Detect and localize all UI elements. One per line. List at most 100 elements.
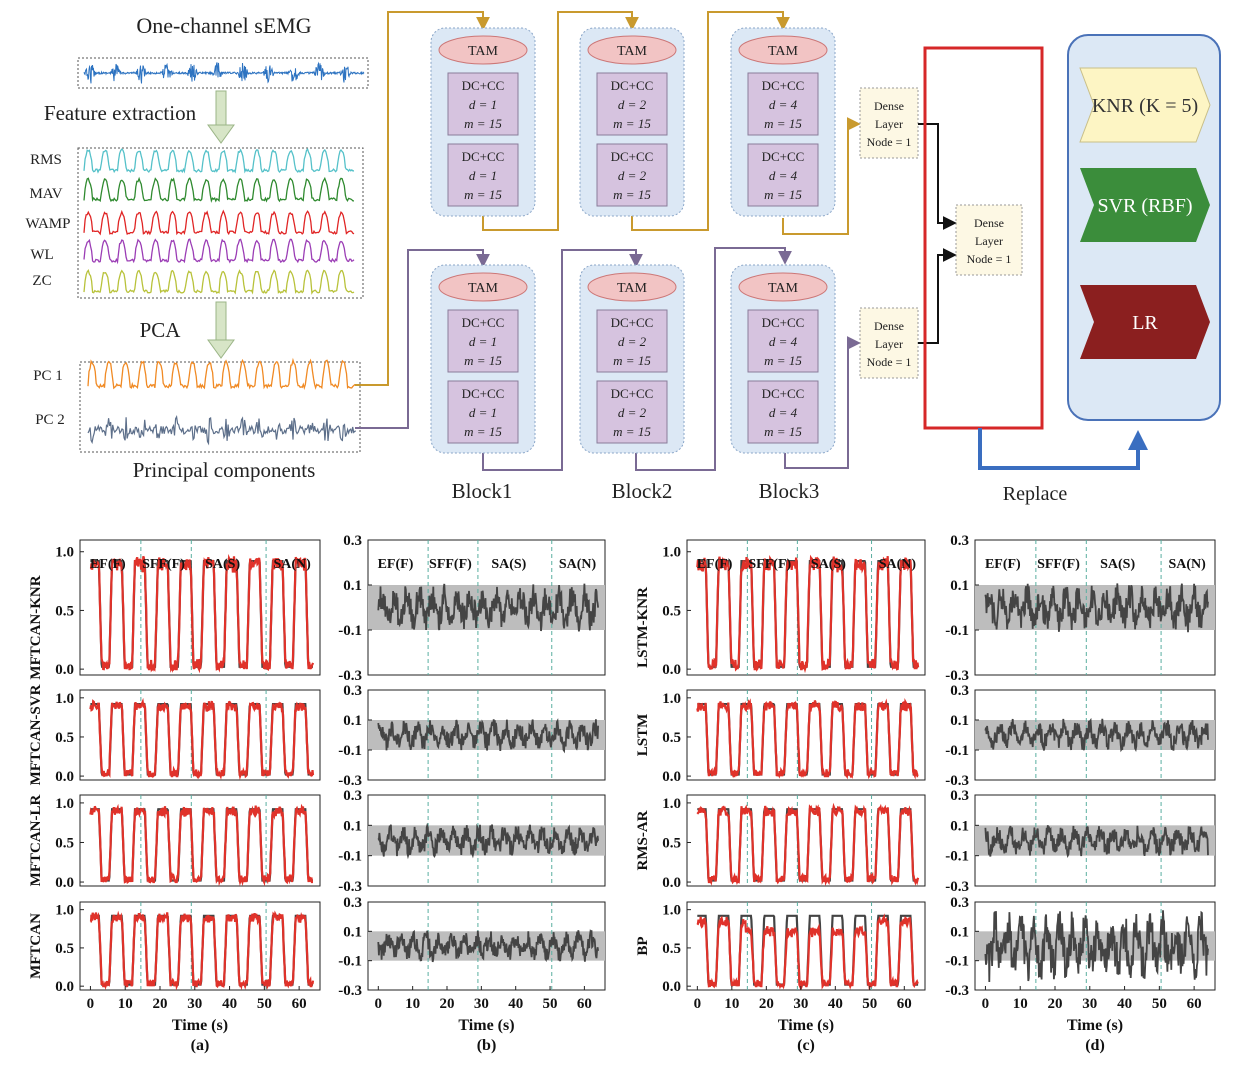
x-tick-label: 20	[1048, 996, 1063, 1012]
block-2-pc2: TAM DC+CC d = 2 m = 15 DC+CC d = 2 m = 15	[579, 264, 685, 454]
y-tick-label: 0.5	[55, 730, 74, 746]
svg-text:DC+CC: DC+CC	[462, 78, 505, 93]
svg-text:m = 15: m = 15	[464, 116, 502, 131]
estimated-series	[696, 802, 920, 887]
svg-text:TAM: TAM	[768, 44, 799, 59]
x-tick-label: 50	[1152, 996, 1167, 1012]
dccc-module: DC+CC d = 1 m = 15	[447, 143, 519, 207]
x-tick-label: 10	[724, 996, 739, 1012]
preprocessing-pipeline: One-channel sEMG Feature extraction RMS …	[25, 13, 369, 482]
y-tick-label: 0.0	[662, 769, 681, 785]
block-3-pc1: TAM DC+CC d = 4 m = 15 DC+CC d = 4 m = 15	[730, 27, 836, 217]
y-tick-label: 0.5	[55, 603, 74, 619]
y-tick-label: 1.0	[662, 796, 681, 812]
dccc-module: DC+CC d = 4 m = 15	[747, 72, 819, 136]
residual-series	[377, 583, 599, 632]
chart-row-4: 0.0 0.5 1.0 MFTCAN	[28, 901, 321, 995]
dccc-module: DC+CC d = 1 m = 15	[447, 72, 519, 136]
chart-row-3: 0.3 0.1 -0.1 -0.3	[945, 788, 1216, 895]
svg-text:d = 4: d = 4	[769, 405, 798, 420]
plot-frame	[79, 689, 321, 781]
y-tick-label: 0.5	[55, 835, 74, 851]
x-tick-label: 30	[474, 996, 489, 1012]
phase-label: SA(N)	[1169, 557, 1207, 572]
y-tick-label: 1.0	[662, 691, 681, 707]
chart-row-4: 0.0 0.5 1.0 BP	[635, 901, 926, 995]
x-axis: 0 10 20 30 40 50 60 Time (s) (d)	[982, 986, 1202, 1054]
tam-module: TAM	[738, 272, 828, 302]
dccc-module: DC+CC d = 2 m = 15	[596, 380, 668, 444]
y-tick-label: -0.3	[338, 879, 362, 895]
replace-label: Replace	[1003, 483, 1068, 505]
pc-signals	[87, 357, 357, 446]
panel-label: (d)	[1085, 1037, 1105, 1054]
y-tick-label: -0.3	[945, 668, 969, 684]
plot-frame	[686, 539, 926, 676]
tam-module: TAM	[438, 35, 528, 65]
y-tick-label: 0.3	[950, 895, 969, 911]
plot-frame	[686, 689, 926, 781]
svg-text:m = 15: m = 15	[464, 353, 502, 368]
y-tick-label: 0.3	[950, 788, 969, 804]
pca-step-label: PCA	[140, 318, 182, 342]
x-axis-label: Time (s)	[778, 1017, 834, 1034]
pc2-path	[355, 247, 861, 471]
tam-module: TAM	[738, 35, 828, 65]
phase-label: SA(S)	[811, 557, 846, 572]
dccc-module: DC+CC d = 1 m = 15	[447, 309, 519, 373]
residual-series	[984, 717, 1209, 753]
dense-layer-top: Dense Layer Node = 1	[859, 87, 919, 159]
dccc-module: DC+CC d = 2 m = 15	[596, 309, 668, 373]
svg-text:d = 1: d = 1	[469, 97, 497, 112]
svg-text:SVR (RBF): SVR (RBF)	[1097, 195, 1192, 217]
svg-text:Node = 1: Node = 1	[867, 355, 912, 369]
feature-step-arrow	[207, 90, 235, 144]
x-tick-label: 40	[1117, 996, 1132, 1012]
x-tick-label: 20	[440, 996, 455, 1012]
svg-text:Node = 1: Node = 1	[967, 252, 1012, 266]
y-tick-label: 1.0	[55, 903, 74, 919]
x-tick-label: 30	[187, 996, 202, 1012]
wl-trace	[83, 238, 355, 265]
svg-text:DC+CC: DC+CC	[762, 78, 805, 93]
y-tick-label: -0.3	[945, 879, 969, 895]
y-tick-label: 0.3	[343, 788, 362, 804]
block2-label: Block2	[612, 479, 673, 503]
rms-trace	[83, 148, 355, 174]
svg-text:Layer: Layer	[975, 234, 1003, 248]
pc1-trace	[87, 357, 357, 391]
y-tick-label: 0.5	[55, 941, 74, 957]
dccc-module: DC+CC d = 4 m = 15	[747, 380, 819, 444]
svg-text:DC+CC: DC+CC	[611, 78, 654, 93]
svg-text:d = 2: d = 2	[618, 97, 647, 112]
x-tick-label: 30	[793, 996, 808, 1012]
chart-row-2: 0.0 0.5 1.0 LSTM	[635, 689, 926, 785]
feature-labels: RMS MAV WAMP WL ZC	[25, 152, 70, 289]
y-tick-label: 0.1	[343, 924, 362, 940]
svg-text:Dense: Dense	[974, 216, 1004, 230]
x-axis: 0 10 20 30 40 50 60 Time (s) (a)	[87, 986, 307, 1054]
svg-text:TAM: TAM	[468, 44, 499, 59]
x-tick-label: 0	[87, 996, 95, 1012]
panel-label: (c)	[797, 1037, 815, 1054]
y-tick-label: 0.0	[55, 769, 74, 785]
residual-series	[984, 825, 1209, 858]
y-tick-label: 0.3	[950, 533, 969, 549]
x-tick-label: 40	[828, 996, 843, 1012]
y-tick-label: 0.1	[950, 578, 969, 594]
svg-text:DC+CC: DC+CC	[462, 315, 505, 330]
svg-text:KNR (K = 5): KNR (K = 5)	[1092, 95, 1198, 117]
plot-frame	[686, 794, 926, 887]
y-tick-label: 0.1	[950, 818, 969, 834]
y-tick-label: 0.5	[662, 603, 681, 619]
y-tick-label: -0.1	[338, 954, 362, 970]
regressor-list: KNR (K = 5) SVR (RBF) LR	[1079, 67, 1211, 359]
y-tick-label: 0.5	[662, 835, 681, 851]
dccc-module: DC+CC d = 2 m = 15	[596, 143, 668, 207]
svg-text:d = 4: d = 4	[769, 97, 798, 112]
y-tick-label: -0.1	[338, 623, 362, 639]
phase-label: SFF(F)	[748, 557, 791, 572]
pca-frame	[79, 361, 361, 453]
y-tick-label: -0.3	[338, 668, 362, 684]
